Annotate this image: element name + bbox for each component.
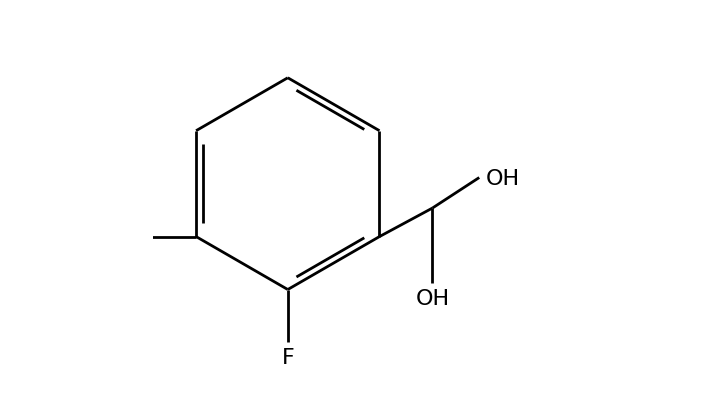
Text: OH: OH [416, 289, 450, 308]
Text: F: F [281, 348, 294, 367]
Text: OH: OH [486, 168, 520, 188]
